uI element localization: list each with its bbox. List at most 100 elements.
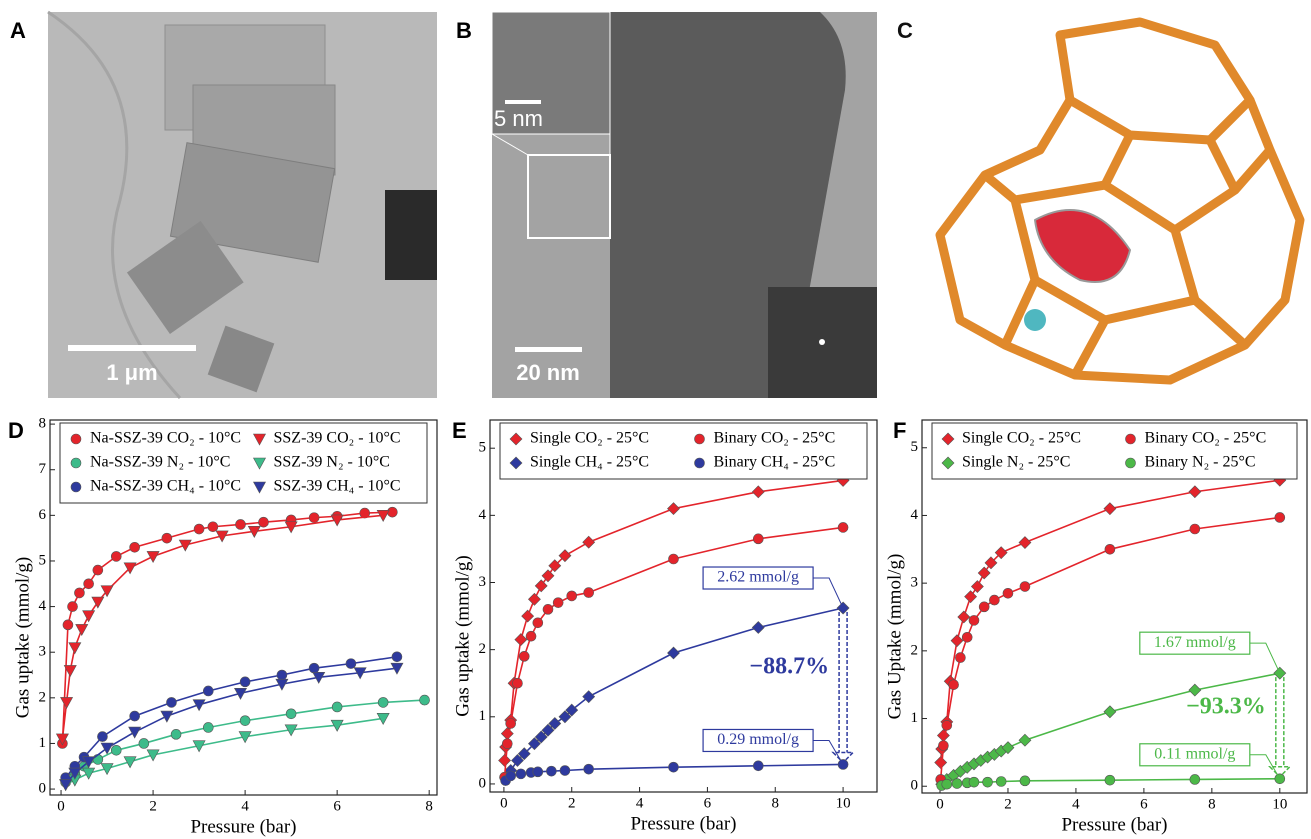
marker (542, 570, 554, 582)
cation (1024, 309, 1046, 331)
annotation-label: 0.29 mmol/g (717, 731, 799, 748)
x-tick-label: 6 (704, 795, 712, 811)
marker (309, 663, 319, 673)
x-axis-label: Pressure (bar) (1061, 814, 1167, 835)
marker (1104, 706, 1116, 718)
scale-bar (505, 100, 541, 104)
marker (667, 503, 679, 515)
marker (506, 771, 516, 781)
legend-marker (71, 458, 81, 468)
x-tick-label: 0 (57, 798, 65, 814)
y-tick-label: 4 (39, 598, 47, 614)
legend-label: Single CO₂ - 25°C (962, 430, 1081, 447)
marker (93, 565, 103, 575)
y-tick-label: 6 (39, 507, 47, 523)
marker (553, 598, 563, 608)
marker (83, 768, 95, 779)
y-axis-label: Gas Uptake (mmol/g) (884, 554, 905, 720)
marker (309, 513, 319, 523)
legend-label: Na-SSZ-39 CH₄ - 10°C (90, 478, 241, 495)
marker (979, 602, 989, 612)
marker (567, 591, 577, 601)
marker (958, 611, 970, 623)
marker (996, 776, 1006, 786)
marker (535, 580, 547, 592)
y-tick-label: 4 (479, 507, 487, 523)
panel-label: A (10, 18, 26, 43)
density-blob (1035, 210, 1130, 282)
marker (161, 711, 173, 722)
marker (752, 621, 764, 633)
annotation-label: 0.11 mmol/g (1154, 745, 1235, 762)
fft-spot (819, 339, 825, 345)
annotation-leader (813, 578, 843, 608)
marker (179, 540, 191, 551)
y-tick-label: 1 (479, 708, 487, 724)
reduction-label: −93.3% (1186, 693, 1266, 719)
y-tick-label: 2 (911, 642, 919, 658)
marker (978, 567, 990, 579)
legend-marker (71, 482, 81, 492)
marker (139, 738, 149, 748)
marker (533, 767, 543, 777)
marker (838, 522, 848, 532)
marker (519, 651, 529, 661)
marker (111, 551, 121, 561)
marker (942, 720, 952, 730)
legend-marker (71, 434, 81, 444)
y-tick-label: 5 (911, 439, 919, 455)
marker (942, 779, 952, 789)
marker (74, 588, 84, 598)
marker (166, 697, 176, 707)
marker (526, 631, 536, 641)
y-axis-label: Gas uptake (mmol/g) (452, 555, 473, 716)
x-tick-label: 4 (1072, 796, 1080, 812)
marker (516, 769, 526, 779)
y-tick-label: 4 (911, 507, 919, 523)
y-tick-label: 5 (479, 440, 487, 456)
y-tick-label: 0 (911, 778, 919, 794)
marker (1189, 486, 1201, 498)
marker (240, 677, 250, 687)
x-axis-label: Pressure (bar) (190, 816, 296, 837)
x-tick-label: 0 (936, 796, 944, 812)
marker (983, 777, 993, 787)
legend-label: SSZ-39 CO₂ - 10°C (274, 430, 401, 447)
marker (935, 757, 947, 769)
marker (208, 522, 218, 532)
marker (962, 632, 972, 642)
marker (346, 659, 356, 669)
x-tick-label: 8 (771, 795, 779, 811)
marker (753, 761, 763, 771)
marker (68, 602, 78, 612)
marker (1020, 582, 1030, 592)
legend-label: Binary CO₂ - 25°C (714, 430, 836, 447)
series-line (941, 480, 1280, 762)
marker (259, 517, 269, 527)
marker (989, 595, 999, 605)
marker (969, 615, 979, 625)
marker (1105, 544, 1115, 554)
marker (955, 653, 965, 663)
marker (584, 588, 594, 598)
y-tick-label: 8 (39, 416, 47, 432)
marker (952, 779, 962, 789)
y-axis-label: Gas uptake (mmol/g) (12, 557, 33, 718)
y-tick-label: 1 (39, 735, 47, 751)
marker (277, 670, 287, 680)
y-tick-label: 5 (39, 552, 47, 568)
marker (971, 581, 983, 593)
dark-region (385, 190, 437, 280)
marker (522, 610, 534, 622)
marker (938, 741, 948, 751)
y-tick-label: 3 (479, 574, 487, 590)
marker (969, 777, 979, 787)
marker (194, 524, 204, 534)
marker (583, 536, 595, 548)
legend-label: Binary CO₂ - 25°C (1145, 430, 1267, 447)
x-tick-label: 2 (568, 795, 576, 811)
marker (515, 634, 527, 646)
x-tick-label: 10 (1272, 796, 1287, 812)
marker (97, 732, 107, 742)
annotation-label: 2.62 mmol/g (717, 569, 799, 586)
